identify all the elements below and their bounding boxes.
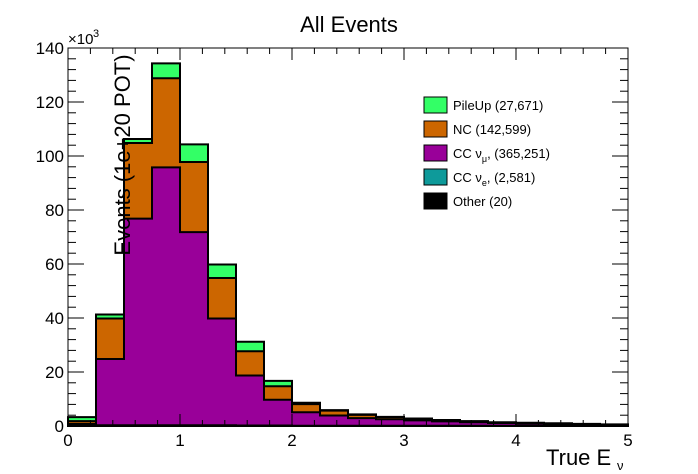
y-multiplier: ×10 3 xyxy=(68,28,99,48)
x-tick-label-2: 2 xyxy=(287,431,296,450)
x-tick-label-0: 0 xyxy=(63,431,72,450)
x-tick-label-1: 1 xyxy=(175,431,184,450)
legend-label-4: Other (20) xyxy=(453,194,512,209)
legend-label-0: PileUp (27,671) xyxy=(453,98,543,113)
y-tick-label-3: 60 xyxy=(45,255,64,274)
x-tick-label-4: 4 xyxy=(511,431,520,450)
legend-entry-0: PileUp (27,671) xyxy=(423,96,543,114)
y-tick-label-1: 20 xyxy=(45,363,64,382)
y-tick-label-4: 80 xyxy=(45,201,64,220)
stacked-areas xyxy=(67,62,629,427)
legend: PileUp (27,671) NC (142,599) CC νμ, (365,2… xyxy=(423,96,550,210)
legend-entry-1: NC (142,599) xyxy=(423,120,531,138)
axis-ticks xyxy=(67,47,629,427)
y-tick-label-5: 100 xyxy=(36,147,64,166)
y-multiplier-exponent: 3 xyxy=(93,28,99,40)
y-tick-label-0: 0 xyxy=(55,417,64,436)
tick-labels: 0 1 2 3 4 5 0 20 40 60 80 100 120 140 xyxy=(36,39,633,450)
series-area-2 xyxy=(67,166,629,427)
legend-swatch-4 xyxy=(423,192,448,210)
legend-entry-2: CC νμ, (365,251) xyxy=(423,144,550,164)
legend-label-3: CC νe, (2,581) xyxy=(453,170,535,188)
plot-border xyxy=(67,47,629,427)
y-tick-label-2: 40 xyxy=(45,309,64,328)
legend-label-2: CC νμ, (365,251) xyxy=(453,146,550,164)
chart-title: All Events xyxy=(300,12,398,37)
y-tick-label-7: 140 xyxy=(36,39,64,58)
x-tick-label-5: 5 xyxy=(623,431,632,450)
y-multiplier-base: ×10 xyxy=(68,31,93,48)
legend-entry-4: Other (20) xyxy=(423,192,512,210)
y-axis-title: Events (1e+20 POT) xyxy=(110,54,135,255)
legend-label-1: NC (142,599) xyxy=(453,122,531,137)
x-tick-label-3: 3 xyxy=(399,431,408,450)
legend-swatch-3 xyxy=(423,168,448,186)
legend-swatch-2 xyxy=(423,144,448,162)
x-axis-title-subscript: ν xyxy=(617,458,624,473)
x-axis-title: True E ν xyxy=(546,445,624,473)
legend-swatch-0 xyxy=(423,96,448,114)
legend-swatch-1 xyxy=(423,120,448,138)
x-axis-title-main: True E xyxy=(546,445,611,470)
y-tick-label-6: 120 xyxy=(36,93,64,112)
plot-frame xyxy=(67,47,629,427)
legend-entry-3: CC νe, (2,581) xyxy=(423,168,535,188)
